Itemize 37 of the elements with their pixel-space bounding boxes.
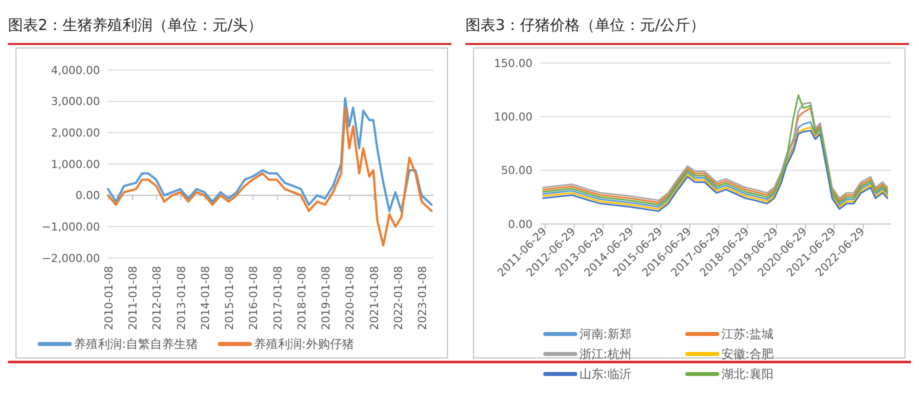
y-tick-label: 50.00 [501,164,532,178]
y-tick-label: 0.00 [508,218,532,231]
y-tick-label: 150.00 [494,56,532,70]
y-tick-label: 4,000.00 [51,64,100,77]
y-tick-label: −1,000.00 [42,220,100,234]
x-tick-label: 2013-01-08 [174,266,188,330]
y-tick-label: 100.00 [494,110,532,124]
line-series [106,97,433,212]
legend-label: 安徽:合肥 [721,347,774,362]
x-tick-label: 2010-01-08 [102,266,116,330]
x-tick-label: 2016-01-08 [247,266,260,330]
chart-title: 图表2：生猪养殖利润（单位：元/头） [8,16,263,34]
x-tick-label: 2019-01-08 [320,266,333,330]
x-tick-label: 2020-01-08 [344,266,357,330]
y-tick-label: 2,000.00 [51,126,100,140]
y-tick-label: 0.00 [76,189,100,202]
chart-title: 图表3：仔猪价格（单位：元/公斤） [466,16,706,34]
x-tick-label: 2017-01-08 [271,266,284,330]
legend-label: 江苏:盐城 [721,327,774,342]
y-tick-label: 3,000.00 [51,95,100,108]
legend-label: 山东:临沂 [579,367,632,382]
legend-label: 养殖利润:外购仔猪 [254,337,354,352]
x-tick-label: 2018-01-08 [295,266,308,330]
y-tick-label: −2,000.00 [42,252,100,265]
x-tick-label: 2012-01-08 [150,266,164,330]
x-tick-label: 2022-01-08 [392,266,405,330]
x-tick-label: 2014-01-08 [198,266,212,330]
legend-label: 河南:新郑 [579,327,632,342]
line-series [106,106,433,247]
legend-label: 湖北:襄阳 [721,367,774,382]
x-tick-label: 2011-01-08 [126,266,140,330]
x-tick-label: 2021-01-08 [368,266,381,330]
legend-label: 养殖利润:自繁自养生猪 [74,337,198,352]
x-tick-label: 2015-01-08 [223,266,236,330]
x-tick-label: 2023-01-08 [416,266,430,330]
y-tick-label: 1,000.00 [51,158,100,171]
legend-label: 浙江:杭州 [579,347,632,362]
